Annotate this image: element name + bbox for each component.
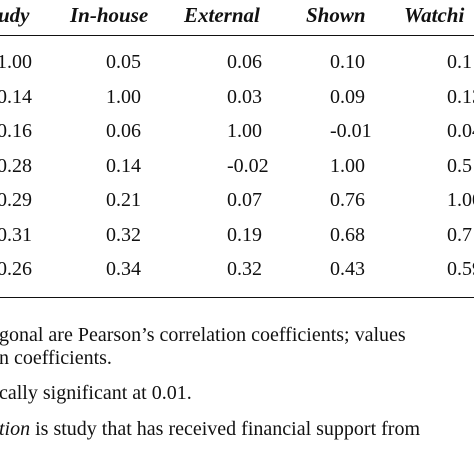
note-line-2: n coefficients. [0, 347, 112, 369]
table-cell: 0.5 [447, 154, 472, 177]
table-cell: 0.32 [227, 258, 262, 280]
table-cell: 0.34 [106, 258, 141, 280]
table-cell: 0.09 [330, 85, 365, 108]
note-line-4-text: is study that has received financial sup… [30, 418, 421, 440]
table-cell: 0.29 [0, 189, 32, 211]
table-cell: 0.16 [0, 120, 32, 142]
header-rule [0, 35, 474, 36]
table-cell: 1.00 [447, 189, 474, 211]
note-line-1: gonal are Pearson’s correlation coeffici… [0, 324, 406, 346]
col-header-study: udy [0, 3, 30, 27]
table-cell: 1.00 [0, 51, 32, 73]
col-header-watching: Watchi [404, 3, 465, 27]
note-line-4: tion is study that has received financia… [0, 417, 420, 441]
table-cell: 0.43 [330, 258, 365, 280]
table-cell: 0.59 [447, 258, 474, 280]
table-cell: 0.32 [106, 223, 141, 246]
table-cell: 0.7 [447, 223, 472, 246]
table-cell: 0.21 [106, 189, 141, 211]
col-header-external: External [184, 3, 260, 27]
table-cell: 1.00 [227, 120, 262, 142]
table-cell: 0.76 [330, 189, 365, 211]
table-cell: 0.31 [0, 223, 32, 246]
table-cell: 1.00 [330, 154, 365, 177]
table-cell: 0.06 [227, 51, 262, 73]
table-cell: 0.26 [0, 258, 32, 280]
col-header-in-house: In-house [70, 3, 149, 27]
table-cell: -0.01 [330, 120, 372, 142]
bottom-rule [0, 297, 474, 298]
note-line-3: cally significant at 0.01. [0, 382, 192, 404]
table-cell: 0.13 [447, 85, 474, 108]
table-cell: -0.02 [227, 154, 269, 177]
table-cell: 1.00 [106, 85, 141, 108]
table-cell: 0.19 [227, 223, 262, 246]
col-header-shown: Shown [306, 3, 366, 27]
table-cell: 0.05 [106, 51, 141, 73]
table-cell: 0.28 [0, 154, 32, 177]
table-cell: 0.1 [447, 51, 472, 73]
table-cell: 0.10 [330, 51, 365, 73]
note-line-4-italic: tion [0, 418, 31, 440]
table-cell: 0.04 [447, 120, 474, 142]
table-cell: 0.06 [106, 120, 141, 142]
table-cell: 0.14 [106, 154, 141, 177]
table-cell: 0.03 [227, 85, 262, 108]
table-cell: 0.68 [330, 223, 365, 246]
table-cell: 0.14 [0, 85, 32, 108]
table-cell: 0.07 [227, 189, 262, 211]
